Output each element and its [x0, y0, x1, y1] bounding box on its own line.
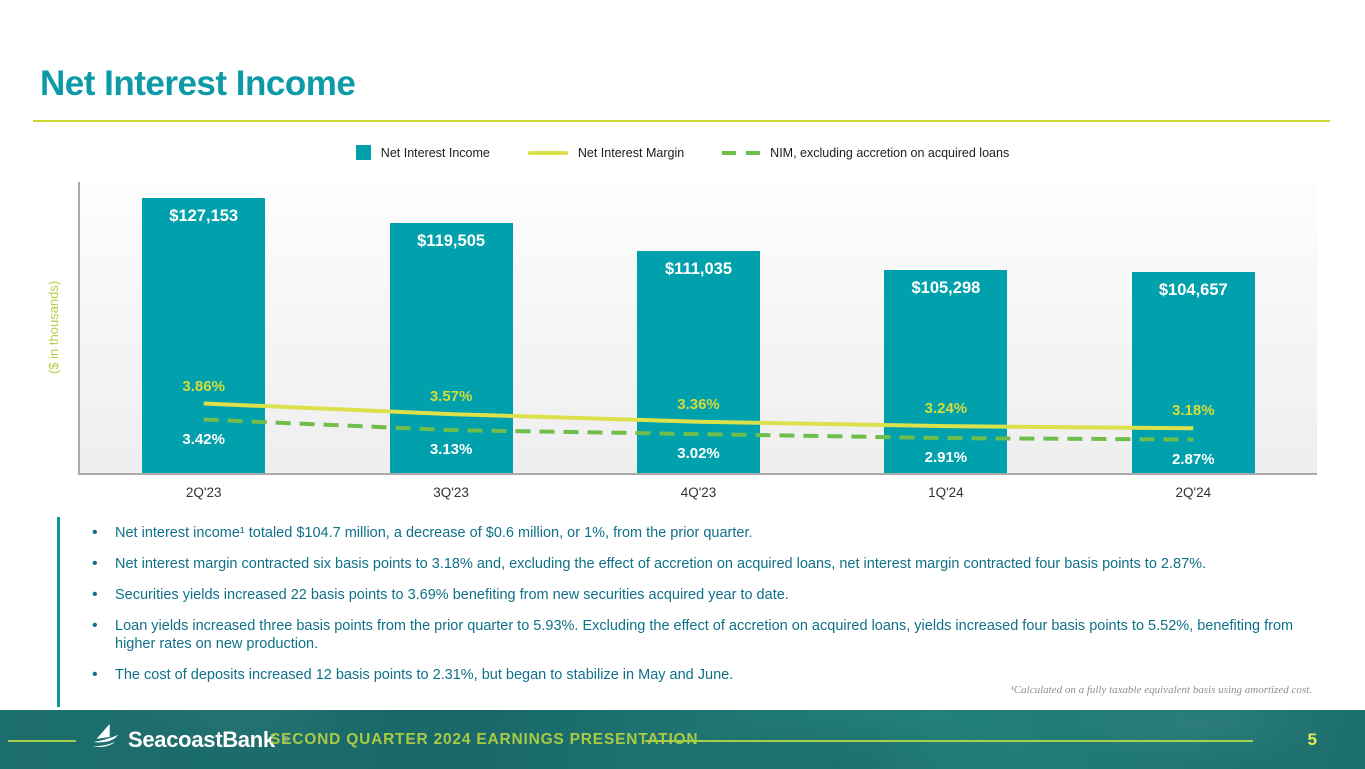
bar-2Q'24 — [1131, 272, 1255, 473]
legend-swatch-line-icon — [527, 150, 568, 155]
footer-rule-right — [645, 739, 1253, 742]
legend-item-1: Net Interest Margin — [527, 145, 685, 160]
page-number: 5 — [1307, 729, 1317, 749]
bullet-item-2: Net interest margin contracted six basis… — [90, 554, 1330, 575]
footnote: ¹Calculated on a fully taxable equivalen… — [1010, 684, 1313, 696]
nim-excl-value-label: 2.87% — [1172, 450, 1215, 468]
x-axis-label-2Q'23: 2Q'23 — [185, 485, 222, 500]
nim-value-label: 3.18% — [1172, 402, 1215, 420]
registered-mark: ® — [282, 735, 289, 744]
x-axis-label-3Q'23: 3Q'23 — [433, 485, 469, 500]
footer-rule-left — [8, 739, 76, 742]
bar-value-label: $119,505 — [417, 232, 486, 251]
bullet-item-5: The cost of deposits increased 12 basis … — [90, 665, 1330, 686]
legend-label: Net Interest Margin — [577, 145, 685, 160]
bar-value-label: $127,153 — [169, 207, 239, 226]
bar-value-label: $105,298 — [911, 279, 981, 298]
page-title: Net Interest Income — [40, 64, 356, 103]
deck-title: SECOND QUARTER 2024 EARNINGS PRESENTATIO… — [270, 730, 699, 748]
footer-bar: SeacoastBank ® SECOND QUARTER 2024 EARNIN… — [0, 710, 1365, 769]
chart-legend: Net Interest Income Net Interest Margin NI… — [0, 145, 1365, 160]
sailboat-logo-icon — [90, 722, 120, 757]
nim-excl-value-label: 3.13% — [429, 441, 473, 459]
title-underline — [33, 120, 1330, 122]
x-axis-label-2Q'24: 2Q'24 — [1175, 485, 1212, 500]
brand-lockup: SeacoastBank ® — [90, 710, 289, 769]
bar-3Q'23 — [389, 223, 513, 473]
nim-excl-value-label: 2.91% — [924, 449, 968, 467]
bar-1Q'24 — [884, 270, 1008, 473]
nim-value-label: 3.57% — [429, 388, 473, 406]
legend-label: NIM, excluding accretion on acquired loa… — [770, 145, 1010, 160]
bullet-item-1: Net interest income¹ totaled $104.7 mill… — [90, 523, 1330, 544]
bullet-item-4: Loan yields increased three basis points… — [90, 616, 1330, 655]
nim-value-label: 3.86% — [182, 377, 225, 395]
legend-item-2: NIM, excluding accretion on acquired loa… — [722, 146, 1009, 160]
legend-swatch-dashed-line-icon — [722, 150, 761, 155]
bar-4Q'23 — [637, 251, 760, 473]
chart-plot: $127,153 $119,505 $111,035 $105,298 $104,657… — [78, 182, 1317, 500]
nim-value-label: 3.24% — [924, 400, 968, 418]
bullet-item-3: Securities yields increased 22 basis poi… — [90, 585, 1330, 606]
bar-value-label: $104,657 — [1158, 281, 1228, 300]
legend-swatch-square-icon — [355, 145, 371, 160]
bullet-list: Net interest income¹ totaled $104.7 mill… — [57, 517, 1330, 708]
legend-label: Net Interest Income — [380, 145, 490, 160]
legend-item-0: Net Interest Income — [355, 145, 490, 160]
nim-excl-value-label: 3.02% — [677, 445, 720, 463]
bar-value-label: $111,035 — [665, 260, 732, 279]
y-axis-label: ($ in thousands) — [46, 280, 61, 375]
x-axis-label-4Q'23: 4Q'23 — [680, 485, 717, 500]
brand-name: SeacoastBank — [128, 726, 275, 752]
x-axis-label-1Q'24: 1Q'24 — [928, 485, 964, 500]
nim-excl-value-label: 3.42% — [182, 430, 225, 448]
nim-value-label: 3.36% — [677, 395, 720, 413]
